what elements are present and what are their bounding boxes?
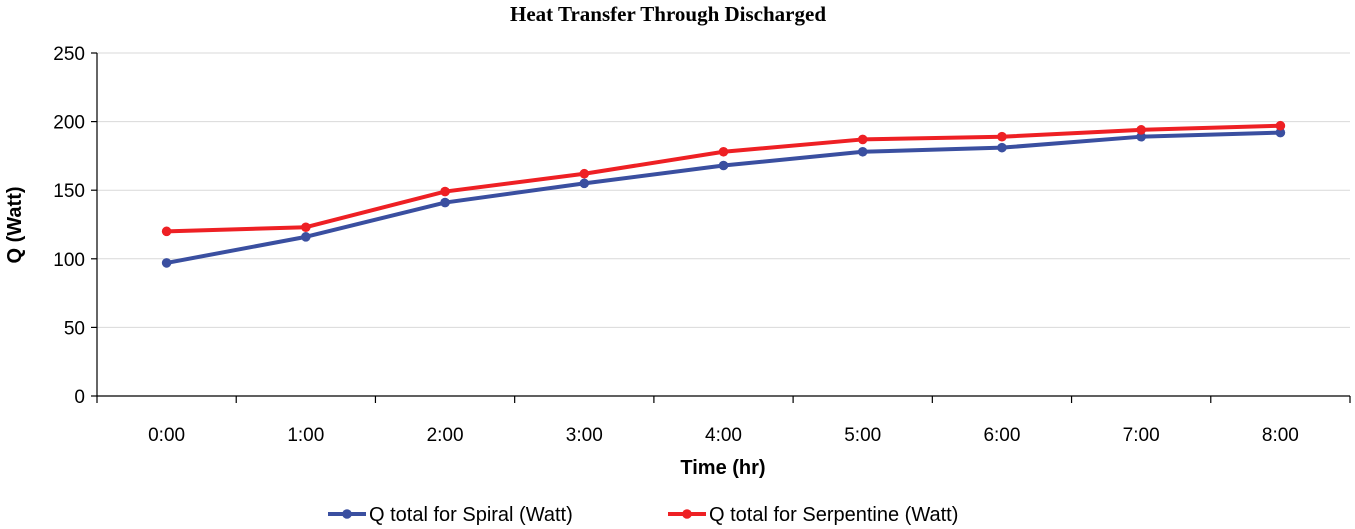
gridlines	[97, 52, 1350, 328]
data-point	[718, 146, 729, 157]
y-tick-label: 0	[74, 387, 85, 408]
series-line	[164, 123, 1283, 234]
legend-item: Q total for Spiral (Watt)	[328, 504, 573, 526]
data-point	[997, 131, 1007, 142]
chart-title: Heat Transfer Through Discharged	[510, 2, 826, 26]
data-point	[997, 142, 1007, 153]
x-tick-label: 8:00	[1262, 425, 1299, 446]
x-tick-label: 1:00	[287, 425, 324, 446]
x-tick-label: 2:00	[427, 425, 464, 446]
x-tick-labels: 0:00 1:00 2:00 3:00 4:00 5:00 6:00 7:00 8:00	[148, 425, 1299, 446]
data-point	[579, 168, 590, 179]
data-point	[301, 232, 311, 242]
series-layer	[161, 120, 1286, 268]
legend-label: Q total for Serpentine (Watt)	[709, 504, 958, 526]
data-point	[579, 178, 590, 189]
y-tick-label: 100	[53, 250, 85, 271]
legend-label: Q total for Spiral (Watt)	[369, 504, 573, 526]
series-serpentine	[161, 120, 1286, 237]
data-point	[1136, 131, 1146, 142]
legend: Q total for Spiral (Watt) Q total for Ser…	[328, 504, 958, 526]
data-point	[718, 160, 729, 171]
x-tick-label: 5:00	[844, 425, 881, 446]
y-axis-title: Q (Watt)	[4, 186, 26, 263]
data-point	[1136, 125, 1146, 135]
x-tick-label: 6:00	[983, 425, 1020, 446]
data-point	[857, 134, 868, 145]
data-point	[1275, 120, 1286, 131]
x-tick-label: 0:00	[148, 425, 185, 446]
x-tick-label: 7:00	[1123, 425, 1160, 446]
y-tick-labels: 0 50 100 150 200 250	[53, 44, 85, 408]
data-point	[161, 226, 172, 237]
legend-swatch-marker	[342, 509, 352, 519]
y-tick-label: 200	[53, 113, 85, 134]
data-point	[440, 197, 450, 208]
data-point	[857, 146, 868, 157]
data-point	[1275, 127, 1286, 138]
data-point	[301, 222, 311, 233]
x-axis-title: Time (hr)	[680, 457, 765, 479]
y-tick-label: 150	[53, 181, 85, 202]
data-point	[161, 258, 172, 268]
legend-item: Q total for Serpentine (Watt)	[668, 504, 958, 526]
series-spiral	[161, 127, 1286, 268]
legend-swatch-marker	[682, 509, 692, 519]
y-tick-label: 50	[64, 318, 85, 339]
data-point	[440, 186, 450, 197]
x-tick-label: 4:00	[705, 425, 742, 446]
x-tick-label: 3:00	[566, 425, 603, 446]
y-tick-label: 250	[53, 44, 85, 65]
axes	[91, 52, 1351, 403]
